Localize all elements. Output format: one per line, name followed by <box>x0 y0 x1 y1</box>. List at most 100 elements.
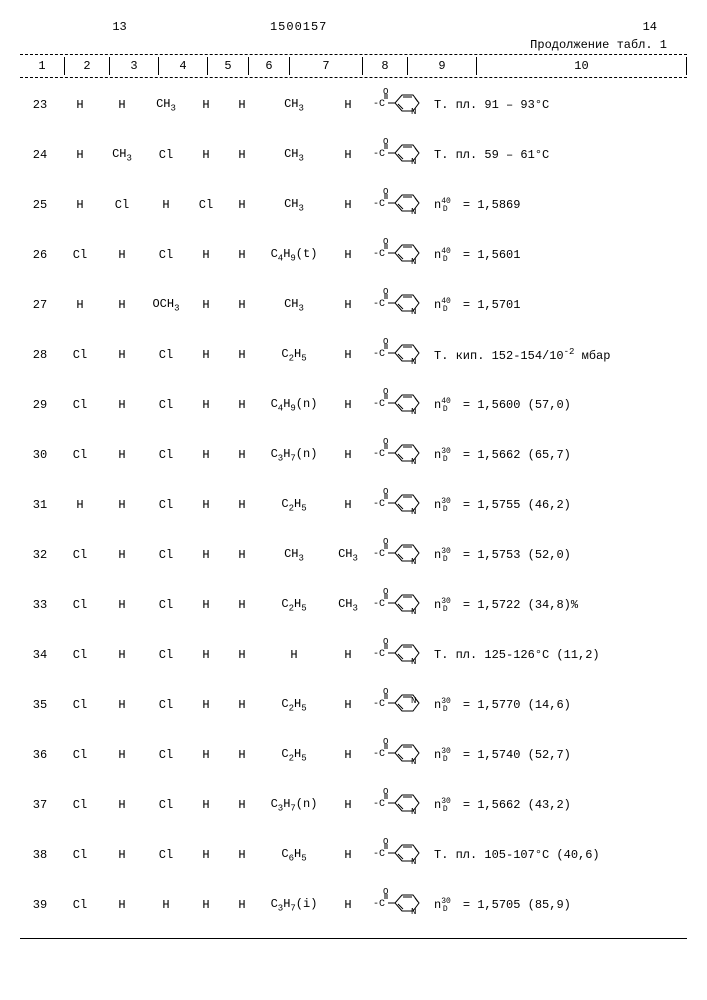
table-row: 32ClHClHHCH3CH3 -C O N n30D = 1,5753 (52… <box>20 530 687 580</box>
cell: H <box>328 380 368 430</box>
table-row: 31HHClHHC2H5H -C O N n30D = 1,5755 (46,2… <box>20 480 687 530</box>
structure-cell: -C O N <box>368 380 428 430</box>
cell: Cl <box>60 530 100 580</box>
col-header-1: 1 <box>20 57 65 75</box>
table-row: 23HHCH3HHCH3H -C O N Т. пл. 91 – 93°C <box>20 80 687 130</box>
cell: H <box>188 480 224 530</box>
cell: H <box>60 280 100 330</box>
nicotinoyl-icon: -C O N <box>373 386 423 420</box>
svg-text:O: O <box>383 687 388 697</box>
cell: CH3 <box>328 530 368 580</box>
cell: Cl <box>144 330 188 380</box>
nicotinoyl-icon: -C O N <box>373 786 423 820</box>
cell: 32 <box>20 530 60 580</box>
cell: H <box>224 280 260 330</box>
svg-text:O: O <box>383 587 388 597</box>
cell: H <box>188 680 224 730</box>
col-header-6: 6 <box>249 57 290 75</box>
cell: Cl <box>60 680 100 730</box>
cell: 38 <box>20 830 60 880</box>
cell: 23 <box>20 80 60 130</box>
svg-text:-C: -C <box>373 349 385 360</box>
cell: Cl <box>144 830 188 880</box>
cell: H <box>224 130 260 180</box>
svg-text:O: O <box>383 387 388 397</box>
nicotinoyl-icon: -C O N <box>373 686 423 720</box>
structure-cell: -C O N <box>368 630 428 680</box>
svg-text:O: O <box>383 737 388 747</box>
svg-text:N: N <box>411 157 416 167</box>
cell: 31 <box>20 480 60 530</box>
cell: Cl <box>144 230 188 280</box>
cell: Cl <box>60 580 100 630</box>
cell: C6H5 <box>260 830 328 880</box>
cell: H <box>224 780 260 830</box>
cell: Cl <box>188 180 224 230</box>
cell: Cl <box>144 130 188 180</box>
cell: C4H9(t) <box>260 230 328 280</box>
cell: H <box>224 580 260 630</box>
svg-text:N: N <box>411 457 416 467</box>
svg-text:-C: -C <box>373 699 385 710</box>
cell: H <box>188 330 224 380</box>
col-header-4: 4 <box>159 57 208 75</box>
table-row: 37ClHClHHC3H7(n)H -C O N n30D = 1,5662 (… <box>20 780 687 830</box>
svg-text:-C: -C <box>373 249 385 260</box>
cell: CH3 <box>260 130 328 180</box>
cell: H <box>188 430 224 480</box>
cell: Cl <box>60 430 100 480</box>
cell: H <box>188 630 224 680</box>
svg-text:-C: -C <box>373 399 385 410</box>
cell: H <box>224 480 260 530</box>
cell: H <box>188 530 224 580</box>
nicotinoyl-icon: -C O N <box>373 236 423 270</box>
svg-text:-C: -C <box>373 799 385 810</box>
svg-text:N: N <box>411 907 416 917</box>
svg-text:N: N <box>411 357 416 367</box>
cell: 28 <box>20 330 60 380</box>
structure-cell: -C O N <box>368 180 428 230</box>
property-cell: Т. кип. 152-154/10-2 мбар <box>428 330 687 380</box>
cell: CH3 <box>144 80 188 130</box>
cell: Cl <box>144 780 188 830</box>
cell: H <box>188 230 224 280</box>
nicotinoyl-icon: -C O N <box>373 586 423 620</box>
property-cell: Т. пл. 59 – 61°C <box>428 130 687 180</box>
svg-text:N: N <box>411 307 416 317</box>
svg-text:O: O <box>383 87 388 97</box>
structure-cell: -C O N <box>368 780 428 830</box>
cell: H <box>100 880 144 930</box>
table-head: 1 2 3 4 5 6 7 8 9 10 <box>20 57 687 75</box>
svg-text:O: O <box>383 137 388 147</box>
property-cell: n30D = 1,5753 (52,0) <box>428 530 687 580</box>
cell: H <box>100 730 144 780</box>
property-cell: n30D = 1,5662 (43,2) <box>428 780 687 830</box>
cell: H <box>224 880 260 930</box>
svg-text:N: N <box>411 807 416 817</box>
cell: 34 <box>20 630 60 680</box>
svg-text:O: O <box>383 187 388 197</box>
cell: Cl <box>144 580 188 630</box>
svg-text:O: O <box>383 287 388 297</box>
cell: H <box>224 80 260 130</box>
svg-text:-C: -C <box>373 149 385 160</box>
cell: H <box>328 180 368 230</box>
cell: Cl <box>60 780 100 830</box>
cell: H <box>224 530 260 580</box>
col-header-5: 5 <box>208 57 249 75</box>
col-header-8: 8 <box>363 57 408 75</box>
cell: H <box>144 180 188 230</box>
cell: H <box>144 880 188 930</box>
cell: H <box>100 530 144 580</box>
cell: H <box>224 830 260 880</box>
cell: Cl <box>60 830 100 880</box>
cell: H <box>188 830 224 880</box>
cell: H <box>328 630 368 680</box>
nicotinoyl-icon: -C O N <box>373 136 423 170</box>
svg-text:O: O <box>383 637 388 647</box>
cell: H <box>328 280 368 330</box>
cell: 27 <box>20 280 60 330</box>
cell: Cl <box>144 430 188 480</box>
svg-text:N: N <box>411 207 416 217</box>
structure-cell: -C O N <box>368 480 428 530</box>
